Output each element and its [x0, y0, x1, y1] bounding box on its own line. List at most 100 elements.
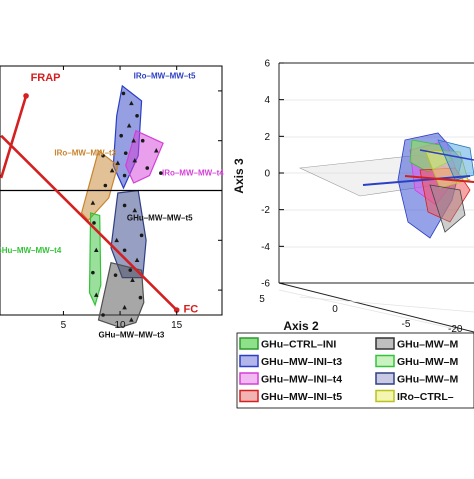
point-ghu-mw-mw-t4 [91, 270, 95, 275]
y-tick-label-3d: 5 [259, 294, 265, 305]
point-iro-mw-mw-t5 [119, 133, 123, 138]
point-ghu-mw-mw-t5 [139, 233, 144, 238]
x-ticks-3d: -20 [448, 324, 463, 335]
legend-swatch [239, 337, 259, 350]
point-ghu-mw-mw-t3 [122, 304, 127, 310]
point-iro-mw-mw-t5 [131, 138, 136, 143]
hull-ghu-mw-mw-t4 [88, 212, 102, 307]
legend-swatch [375, 389, 395, 403]
z-axis-title: Axis 3 [232, 158, 246, 194]
point-ghu-mw-mw-t3 [129, 317, 134, 322]
3d-hull-gray [429, 184, 466, 233]
left-hulls [80, 84, 164, 329]
point-ghu-mw-mw-t3 [101, 313, 105, 317]
point-iro-mw-mw-t3 [90, 200, 96, 205]
legend-swatch [375, 337, 395, 350]
vector-fc [0, 134, 178, 311]
point-iro-mw-mw-t3 [103, 183, 108, 188]
legend-entry-label: GHu–CTRL–INI [261, 339, 336, 351]
legend-swatch [375, 372, 395, 385]
3d-vector-blue-2 [419, 149, 474, 161]
3d-vector-blue [362, 175, 471, 186]
vector-tip-frap [23, 93, 29, 99]
point-iro-mw-mw-t4 [159, 171, 163, 175]
3d-vector-red [404, 175, 474, 183]
legend-entry-label: GHu–MW–INI–t3 [261, 356, 342, 368]
point-iro-mw-mw-t5 [129, 100, 134, 106]
legend-swatch [239, 372, 259, 385]
z-tick-label: 2 [264, 132, 270, 143]
3d-cluster [298, 132, 474, 239]
z-tick-label: 0 [264, 169, 270, 180]
vector-label-fc: FC [183, 304, 198, 316]
left-panel: IRo–MW–MW–t5 IRo–MW–MW–t3 IRo–MW–MW–t4 GHu–… [0, 65, 224, 339]
label-iro-mw-mw-t3: IRo–MW–MW–t3 [54, 149, 116, 158]
z-tick-label: -6 [261, 279, 270, 290]
point-ghu-mw-mw-t5 [122, 248, 127, 253]
legend-entry-label: GHu–MW–INI–t5 [261, 391, 342, 403]
point-ghu-mw-mw-t5 [132, 207, 138, 213]
point-iro-mw-mw-t5 [123, 151, 128, 155]
legend-swatch [239, 389, 259, 403]
point-ghu-mw-mw-t5 [122, 203, 127, 208]
point-iro-mw-mw-t5 [126, 123, 132, 128]
z-ticks: -6 -4 -2 0 2 4 6 [261, 59, 284, 290]
label-ghu-mw-mw-t4: GHu–MW–MW–t4 [0, 246, 62, 255]
left-lines [0, 93, 222, 313]
3d-hull-cyan [437, 139, 474, 181]
z-tick-label: 4 [264, 95, 270, 106]
hull-iro-mw-mw-t4 [125, 129, 164, 184]
point-ghu-mw-mw-t4 [93, 292, 99, 297]
x-tick-label: 5 [61, 320, 67, 331]
legend-entry-label: GHu–MW–INI–t4 [261, 374, 342, 386]
y-tick-label-3d: 0 [332, 304, 338, 315]
point-iro-mw-mw-t3 [109, 167, 115, 173]
point-ghu-mw-mw-t3 [138, 295, 143, 300]
point-ghu-mw-mw-t5 [114, 237, 119, 243]
point-iro-mw-mw-t4 [154, 148, 159, 153]
legend-entry-label: IRo–CTRL– [397, 391, 454, 403]
label-iro-mw-mw-t4: IRo–MW–MW–t4 [162, 169, 224, 178]
legend-entry-label: GHu–MW–M [397, 356, 459, 368]
legend-swatch [375, 354, 395, 368]
legend-frame [236, 332, 474, 409]
vector-frap [0, 95, 28, 179]
point-iro-mw-mw-t5 [121, 91, 126, 96]
x-tick-label-3d: -20 [448, 324, 463, 335]
hull-iro-mw-mw-t3 [80, 149, 119, 222]
label-ghu-mw-mw-t3: GHu–MW–MW–t3 [99, 330, 165, 339]
left-points [90, 91, 163, 322]
z-tick-label: -4 [261, 242, 270, 253]
floor-edge [278, 282, 474, 333]
vector-label-frap: FRAP [31, 72, 61, 84]
legend-entry-label: GHu–MW–M [397, 339, 459, 351]
point-iro-mw-mw-t4 [140, 138, 145, 143]
point-ghu-mw-mw-t5 [134, 257, 140, 263]
point-iro-mw-mw-t5 [115, 160, 121, 165]
point-ghu-mw-mw-t4 [92, 221, 96, 225]
label-ghu-mw-mw-t5: GHu–MW–MW–t5 [127, 213, 193, 222]
label-iro-mw-mw-t5: IRo–MW–MW–t5 [134, 71, 196, 80]
left-labels: IRo–MW–MW–t5 IRo–MW–MW–t3 IRo–MW–MW–t4 GHu–… [0, 71, 224, 339]
x-tick-label: 15 [171, 320, 183, 331]
z-tick-label: 6 [264, 59, 270, 70]
z-tick-label: -2 [261, 205, 270, 216]
point-ghu-mw-mw-t4 [93, 247, 99, 253]
y-axis-title-3d: Axis 2 [283, 319, 319, 333]
point-ghu-mw-mw-t3 [113, 273, 118, 277]
legend-entry-label: GHu–MW–M [397, 374, 459, 386]
x-tick-label: 10 [114, 320, 126, 331]
point-ghu-mw-mw-t5 [128, 268, 133, 272]
y-tick-label-3d: -5 [402, 319, 411, 330]
point-iro-mw-mw-t3 [101, 153, 105, 158]
point-iro-mw-mw-t4 [145, 166, 150, 170]
y-ticks-3d: 5 0 -5 [259, 294, 411, 330]
left-x-ticks: 5 10 15 [61, 66, 222, 331]
point-ghu-mw-mw-t3 [130, 277, 135, 282]
vector-tip-fc [173, 307, 180, 313]
legend-swatch [239, 354, 259, 368]
point-iro-mw-mw-t5 [135, 114, 139, 118]
